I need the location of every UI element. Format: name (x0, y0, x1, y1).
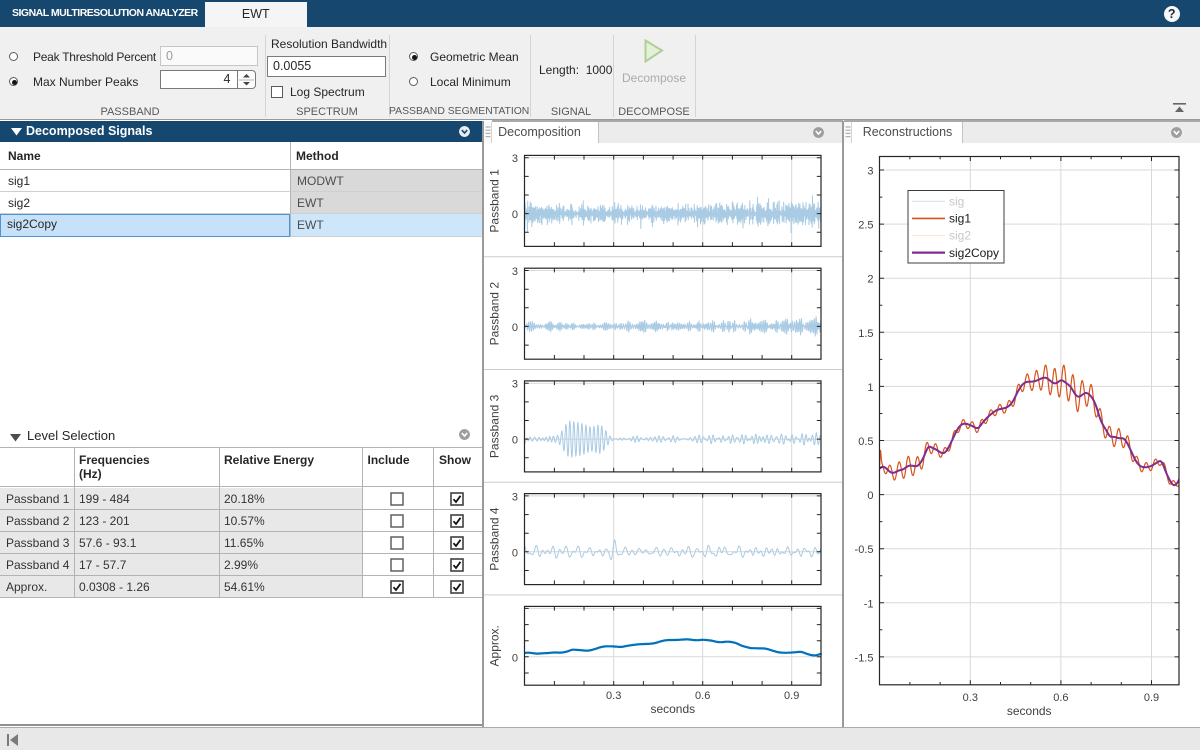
svg-text:3: 3 (511, 153, 517, 165)
svg-text:1.5: 1.5 (858, 327, 873, 339)
svg-text:0: 0 (867, 490, 873, 502)
svg-text:0.3: 0.3 (963, 691, 978, 703)
svg-text:3: 3 (867, 165, 873, 177)
svg-text:2.5: 2.5 (858, 219, 873, 231)
svg-text:0.6: 0.6 (695, 690, 710, 702)
svg-text:Passband 3: Passband 3 (487, 394, 501, 458)
svg-text:0.6: 0.6 (1053, 691, 1068, 703)
svg-text:3: 3 (511, 378, 517, 390)
svg-text:0: 0 (511, 434, 517, 446)
svg-text:sig2Copy: sig2Copy (949, 245, 999, 259)
svg-text:0.5: 0.5 (858, 436, 873, 448)
svg-text:0: 0 (511, 321, 517, 333)
svg-text:0: 0 (511, 209, 517, 221)
svg-text:-1.5: -1.5 (855, 652, 874, 664)
svg-text:seconds: seconds (1007, 703, 1052, 717)
svg-text:-0.5: -0.5 (855, 544, 874, 556)
svg-text:sig2: sig2 (949, 228, 971, 242)
svg-text:-1: -1 (864, 598, 874, 610)
svg-text:1: 1 (867, 381, 873, 393)
svg-text:3: 3 (511, 491, 517, 503)
svg-text:3: 3 (511, 266, 517, 278)
svg-text:0.9: 0.9 (1144, 691, 1159, 703)
svg-text:Passband 1: Passband 1 (487, 168, 501, 232)
svg-text:Approx.: Approx. (487, 625, 501, 666)
svg-text:sig1: sig1 (949, 211, 971, 225)
svg-text:sig: sig (949, 194, 964, 208)
svg-text:seconds: seconds (650, 702, 695, 716)
svg-text:Passband 4: Passband 4 (487, 507, 501, 571)
svg-text:0.3: 0.3 (606, 690, 621, 702)
svg-text:0.9: 0.9 (784, 690, 799, 702)
svg-text:0: 0 (511, 652, 517, 664)
svg-text:0: 0 (511, 547, 517, 559)
svg-text:2: 2 (867, 273, 873, 285)
svg-text:Passband 2: Passband 2 (487, 281, 501, 345)
